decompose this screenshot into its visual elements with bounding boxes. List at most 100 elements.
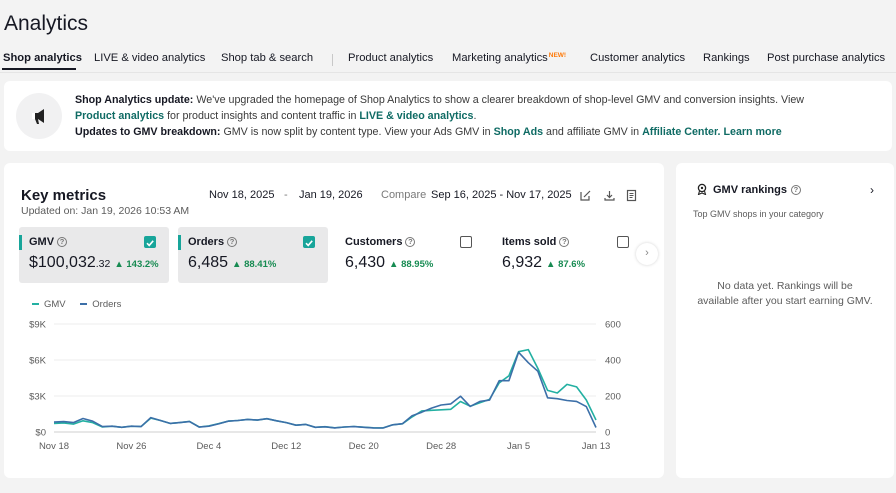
- banner-line-2-end: .: [473, 110, 477, 122]
- key-metrics-card: Key metrics Updated on: Jan 19, 2026 10:…: [4, 163, 664, 478]
- metric-card-customers[interactable]: Customers? 6,430 ▲ 88.95%: [335, 227, 485, 283]
- checkmark-icon: [305, 240, 313, 247]
- y-left-tick-label: $0: [35, 428, 46, 439]
- tab-product-analytics[interactable]: Product analytics: [348, 52, 434, 64]
- banner-line-2: Product analytics for product insights a…: [75, 108, 804, 124]
- y-right-tick-label: 200: [605, 392, 621, 403]
- live-video-analytics-link[interactable]: LIVE & video analytics: [359, 110, 474, 122]
- y-right-tick-label: 0: [605, 428, 610, 439]
- x-tick-label: Nov 18: [39, 441, 69, 452]
- rankings-title-text: GMV rankings: [713, 184, 787, 196]
- rankings-title: GMV rankings?: [696, 183, 801, 196]
- y-right-tick-label: 600: [605, 320, 621, 331]
- chevron-right-icon[interactable]: ›: [636, 243, 658, 265]
- banner-line-1-text: We've upgraded the homepage of Shop Anal…: [196, 94, 804, 106]
- metric-card-gmv[interactable]: GMV? $100,032.32 ▲ 143.2%: [19, 227, 169, 283]
- checkmark-icon: [146, 240, 154, 247]
- metric-label: Customers?: [345, 236, 416, 248]
- metric-indicator: [19, 235, 22, 250]
- banner-line-1-title: Shop Analytics update:: [75, 94, 194, 106]
- metric-checkbox[interactable]: [460, 236, 472, 248]
- tab-post-purchase-analytics[interactable]: Post purchase analytics: [767, 52, 886, 64]
- compare-range[interactable]: Sep 16, 2025 - Nov 17, 2025: [431, 189, 572, 201]
- metric-checkbox[interactable]: [144, 236, 156, 248]
- legend-item-orders[interactable]: Orders: [80, 299, 121, 310]
- megaphone-icon: [16, 93, 62, 139]
- tab-marketing-label: Marketing analytics: [452, 52, 548, 64]
- metric-indicator: [178, 235, 181, 250]
- help-icon[interactable]: ?: [559, 237, 570, 248]
- legend-swatch-orders: [80, 303, 88, 306]
- edit-icon[interactable]: [579, 189, 592, 202]
- metric-label: Items sold?: [502, 236, 570, 248]
- new-badge: NEW!: [548, 52, 567, 59]
- update-banner: Shop Analytics update: We've upgraded th…: [4, 81, 892, 151]
- metric-value-main: 6,430: [345, 254, 386, 271]
- metric-change: ▲ 88.95%: [389, 259, 434, 270]
- tab-shop-tab-search[interactable]: Shop tab & search: [221, 52, 314, 64]
- product-analytics-link[interactable]: Product analytics: [75, 110, 165, 122]
- help-icon[interactable]: ?: [790, 185, 801, 196]
- tab-shop-analytics[interactable]: Shop analytics: [3, 52, 82, 64]
- legend-label-gmv: GMV: [44, 299, 66, 310]
- metric-value: $100,032.32 ▲ 143.2%: [29, 254, 159, 272]
- banner-line-3: Updates to GMV breakdown: GMV is now spl…: [75, 124, 804, 140]
- affiliate-center-link[interactable]: Affiliate Center.: [642, 126, 721, 138]
- metric-label-text: Customers: [345, 236, 403, 248]
- rankings-empty-state: No data yet. Rankings will be available …: [676, 279, 894, 309]
- banner-text: Shop Analytics update: We've upgraded th…: [75, 92, 804, 140]
- date-separator: -: [284, 189, 288, 201]
- metric-value: 6,932 ▲ 87.6%: [502, 254, 585, 272]
- rankings-subtitle: Top GMV shops in your category: [693, 209, 824, 219]
- chevron-right-icon[interactable]: ›: [870, 183, 874, 197]
- metric-value: 6,430 ▲ 88.95%: [345, 254, 433, 272]
- help-icon[interactable]: ?: [227, 237, 238, 248]
- banner-line-3-text-2: and affiliate GMV in: [546, 126, 640, 138]
- series-line-orders: [53, 351, 597, 429]
- report-icon[interactable]: [625, 189, 638, 202]
- rankings-empty-line-2: available after you start earning GMV.: [697, 295, 873, 307]
- page-title: Analytics: [4, 12, 89, 35]
- key-metrics-chart[interactable]: $0 $3K $6K $9K 0 200 400 600 Nov 18 Nov 26 Dec 4 De…: [4, 313, 664, 463]
- help-icon[interactable]: ?: [57, 237, 68, 248]
- medal-icon: [697, 183, 707, 196]
- metric-label: Orders?: [188, 236, 238, 248]
- updated-timestamp: Updated on: Jan 19, 2026 10:53 AM: [21, 205, 190, 217]
- learn-more-link[interactable]: Learn more: [723, 126, 782, 138]
- metric-card-orders[interactable]: Orders? 6,485 ▲ 88.41%: [178, 227, 328, 283]
- metric-change: ▲ 143.2%: [114, 259, 159, 270]
- chart-legend: GMV Orders: [32, 299, 121, 310]
- tab-customer-analytics[interactable]: Customer analytics: [590, 52, 686, 64]
- metric-value-main: 100,032: [37, 254, 96, 271]
- download-icon[interactable]: [603, 189, 616, 202]
- banner-line-3-title: Updates to GMV breakdown:: [75, 126, 221, 138]
- compare-label: Compare: [381, 189, 427, 201]
- shop-ads-link[interactable]: Shop Ads: [493, 126, 544, 138]
- key-metrics-title: Key metrics: [21, 187, 107, 204]
- y-right-tick-label: 400: [605, 356, 621, 367]
- metric-card-items-sold[interactable]: Items sold? 6,932 ▲ 87.6%: [492, 227, 642, 283]
- date-start[interactable]: Nov 18, 2025: [209, 189, 275, 201]
- metric-checkbox[interactable]: [617, 236, 629, 248]
- metric-label: GMV?: [29, 236, 68, 248]
- y-left-tick-label: $9K: [29, 320, 47, 331]
- tab-live-video-analytics[interactable]: LIVE & video analytics: [94, 52, 206, 64]
- metric-label-text: GMV: [29, 236, 55, 248]
- tab-rankings[interactable]: Rankings: [703, 52, 750, 64]
- active-tab-indicator: [2, 68, 76, 70]
- metric-value-main: 6,485: [188, 254, 229, 271]
- metric-change: ▲ 88.41%: [232, 259, 277, 270]
- gmv-rankings-card: GMV rankings? › Top GMV shops in your ca…: [676, 163, 894, 478]
- analytics-tabs: Shop analytics LIVE & video analytics Sh…: [0, 48, 896, 73]
- y-left-tick-label: $3K: [29, 392, 47, 403]
- y-left-tick-label: $6K: [29, 356, 47, 367]
- tabs-divider: [0, 72, 896, 73]
- metric-change: ▲ 87.6%: [546, 259, 586, 270]
- metric-checkbox[interactable]: [303, 236, 315, 248]
- metric-label-text: Items sold: [502, 236, 557, 248]
- metric-value-decimals: .32: [95, 258, 111, 270]
- legend-item-gmv[interactable]: GMV: [32, 299, 66, 310]
- date-end[interactable]: Jan 19, 2026: [299, 189, 363, 201]
- tab-marketing-analytics[interactable]: Marketing analyticsNEW!: [452, 52, 566, 64]
- help-icon[interactable]: ?: [405, 237, 416, 248]
